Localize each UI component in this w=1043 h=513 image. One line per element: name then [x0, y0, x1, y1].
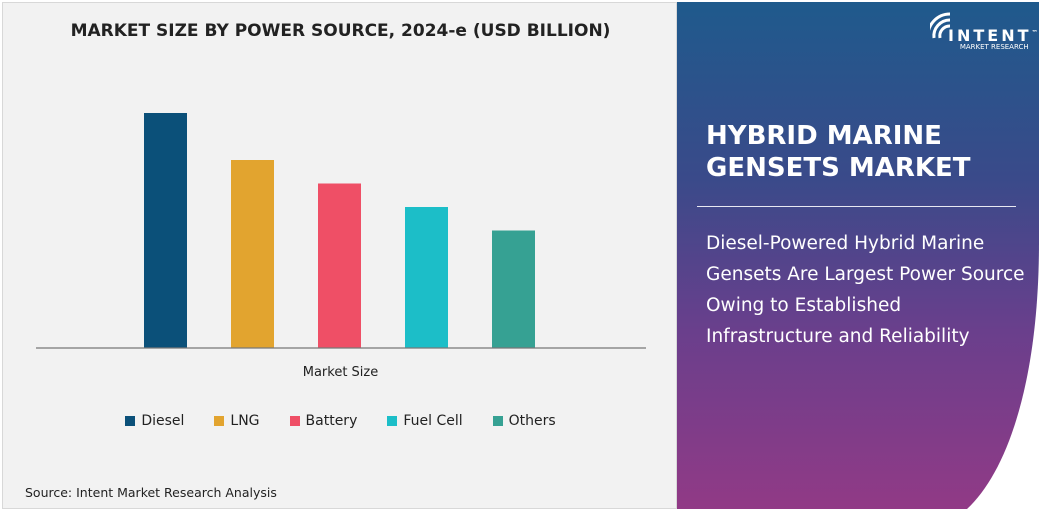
signal-icon	[930, 12, 951, 39]
bar-chart	[36, 113, 646, 349]
info-panel	[677, 2, 1039, 509]
legend-item: Fuel Cell	[387, 413, 463, 429]
bar-fuel-cell	[405, 207, 448, 348]
logo-sub: MARKET RESEARCH	[959, 43, 1029, 51]
x-axis-label: Market Size	[302, 365, 379, 380]
legend-item: Battery	[289, 413, 358, 429]
legend-label: LNG	[230, 413, 260, 429]
bar-others	[492, 230, 535, 348]
bar-diesel	[144, 113, 187, 348]
legend-swatch	[214, 416, 225, 426]
legend-swatch	[289, 416, 300, 426]
legend-item: Diesel	[125, 413, 184, 429]
legend-swatch	[387, 416, 398, 426]
legend-item: Others	[492, 413, 556, 429]
logo: INTENT™ MARKET RESEARCH	[930, 12, 1041, 51]
chart-panel: MARKET SIZE BY POWER SOURCE, 2024-e (USD…	[2, 2, 677, 509]
logo-tm: ™	[1031, 29, 1041, 37]
legend: Diesel LNG Battery Fuel Cell Others	[3, 413, 678, 429]
panel-description: Diesel-Powered Hybrid Marine Gensets Are…	[706, 233, 1025, 347]
legend-label: Fuel Cell	[403, 413, 463, 429]
legend-swatch	[492, 416, 503, 426]
panel-title-line2: GENSETS MARKET	[706, 153, 971, 183]
legend-label: Diesel	[141, 413, 185, 429]
legend-swatch	[125, 416, 136, 426]
legend-item: LNG	[214, 413, 260, 429]
bar-battery	[318, 183, 361, 348]
bar-lng	[231, 160, 274, 348]
divider	[697, 206, 1016, 207]
legend-label: Battery	[305, 413, 358, 429]
source-note: Source: Intent Market Research Analysis	[25, 485, 277, 500]
legend-label: Others	[508, 413, 556, 429]
panel-title: HYBRID MARINE GENSETS MARKET	[706, 120, 971, 184]
chart-title: MARKET SIZE BY POWER SOURCE, 2024-e (USD…	[70, 21, 611, 41]
panel-title-line1: HYBRID MARINE	[706, 121, 942, 151]
logo-brand: INTENT	[948, 26, 1032, 45]
